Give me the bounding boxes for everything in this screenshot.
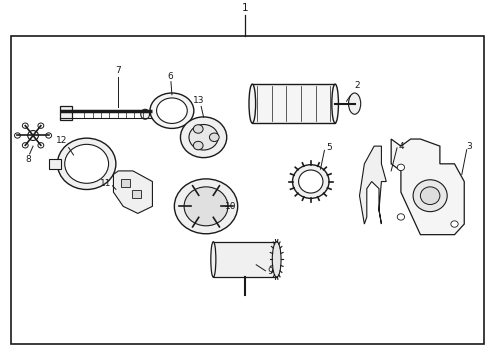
Ellipse shape (194, 141, 203, 150)
Text: 7: 7 (116, 66, 121, 75)
Ellipse shape (157, 98, 187, 123)
Ellipse shape (293, 165, 329, 198)
Ellipse shape (46, 133, 51, 138)
Ellipse shape (274, 242, 279, 277)
Ellipse shape (23, 123, 28, 128)
FancyBboxPatch shape (132, 190, 141, 198)
Ellipse shape (272, 242, 281, 277)
Ellipse shape (28, 131, 38, 140)
Ellipse shape (348, 93, 361, 114)
Ellipse shape (38, 143, 44, 148)
Ellipse shape (332, 84, 339, 123)
Polygon shape (360, 146, 386, 224)
Ellipse shape (209, 133, 219, 141)
Text: 11: 11 (99, 179, 111, 188)
Ellipse shape (397, 214, 405, 220)
Text: 1: 1 (242, 3, 248, 13)
Ellipse shape (65, 144, 109, 183)
Text: 10: 10 (224, 202, 236, 211)
Text: 12: 12 (56, 136, 67, 145)
FancyBboxPatch shape (49, 158, 61, 169)
Text: 2: 2 (346, 81, 360, 101)
Ellipse shape (174, 179, 238, 234)
Ellipse shape (150, 93, 194, 129)
Ellipse shape (249, 84, 256, 123)
FancyBboxPatch shape (60, 106, 73, 120)
Ellipse shape (298, 170, 323, 193)
FancyBboxPatch shape (213, 242, 277, 277)
Text: 6: 6 (168, 72, 173, 81)
Text: 13: 13 (193, 96, 204, 105)
Ellipse shape (57, 138, 116, 189)
Text: 5: 5 (326, 143, 332, 152)
FancyBboxPatch shape (121, 179, 130, 187)
Text: 9: 9 (267, 267, 272, 276)
Text: 3: 3 (466, 141, 472, 150)
Ellipse shape (413, 180, 447, 212)
Ellipse shape (211, 242, 216, 277)
Ellipse shape (194, 125, 203, 133)
Ellipse shape (420, 187, 440, 204)
Ellipse shape (141, 109, 149, 119)
Ellipse shape (189, 125, 218, 150)
Ellipse shape (184, 187, 228, 226)
Polygon shape (391, 139, 464, 235)
Ellipse shape (397, 164, 405, 171)
Ellipse shape (451, 221, 458, 227)
Polygon shape (114, 171, 152, 213)
Text: 8: 8 (25, 155, 31, 164)
Ellipse shape (180, 117, 227, 158)
Ellipse shape (23, 143, 28, 148)
Text: 4: 4 (398, 141, 404, 150)
FancyBboxPatch shape (252, 84, 335, 123)
Ellipse shape (38, 123, 44, 128)
Ellipse shape (15, 133, 21, 138)
